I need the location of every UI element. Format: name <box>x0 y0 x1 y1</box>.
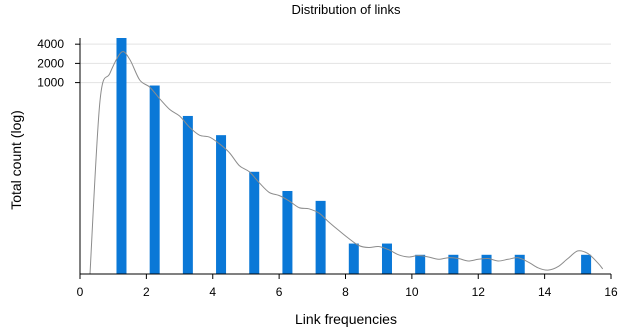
bar-5 <box>282 190 293 274</box>
bar-6 <box>315 200 326 274</box>
x-tick-label-8: 16 <box>604 285 618 299</box>
x-axis-label: Link frequencies <box>295 311 397 327</box>
y-tick-label-0: 1000 <box>37 76 64 90</box>
x-tick-label-5: 10 <box>405 285 419 299</box>
y-tick-label-2: 4000 <box>37 37 64 51</box>
x-tick-label-2: 4 <box>209 285 216 299</box>
grid-lines <box>80 43 611 84</box>
bar-13 <box>581 254 592 274</box>
x-tick-label-0: 0 <box>77 285 84 299</box>
x-tick-label-4: 8 <box>342 285 349 299</box>
bar-9 <box>415 254 426 274</box>
bar-1 <box>149 85 160 274</box>
y-axis-label: Total count (log) <box>8 110 24 210</box>
density-curve-layer <box>89 51 604 275</box>
bar-0 <box>116 38 127 274</box>
bar-8 <box>381 243 392 274</box>
x-tick-label-6: 12 <box>472 285 486 299</box>
bar-3 <box>216 135 227 274</box>
tick-labels: 0 2 4 6 8 10 12 14 16 1000 2000 4000 <box>37 37 618 299</box>
bar-11 <box>481 254 492 274</box>
y-tick-label-1: 2000 <box>37 56 64 70</box>
x-tick-label-7: 14 <box>538 285 552 299</box>
bar-2 <box>182 115 193 274</box>
bar-12 <box>514 254 525 274</box>
x-tick-label-3: 6 <box>276 285 283 299</box>
bar-10 <box>448 254 459 274</box>
bar-7 <box>348 243 359 274</box>
chart-title: Distribution of links <box>291 2 401 17</box>
density-curve <box>89 51 604 275</box>
x-tick-label-1: 2 <box>143 285 150 299</box>
bar-4 <box>249 171 260 274</box>
axes <box>75 38 612 279</box>
bars <box>116 38 592 274</box>
